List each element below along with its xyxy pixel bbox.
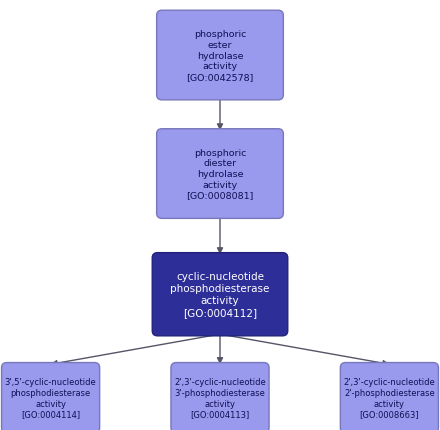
Text: 2',3'-cyclic-nucleotide
3'-phosphodiesterase
activity
[GO:0004113]: 2',3'-cyclic-nucleotide 3'-phosphodieste… [174,377,266,418]
Text: 3',5'-cyclic-nucleotide
phosphodiesterase
activity
[GO:0004114]: 3',5'-cyclic-nucleotide phosphodiesteras… [5,377,96,418]
FancyBboxPatch shape [152,253,288,336]
FancyBboxPatch shape [157,11,283,101]
FancyBboxPatch shape [2,363,99,430]
Text: phosphoric
diester
hydrolase
activity
[GO:0008081]: phosphoric diester hydrolase activity [G… [186,148,254,200]
FancyBboxPatch shape [171,363,269,430]
FancyBboxPatch shape [341,363,438,430]
Text: 2',3'-cyclic-nucleotide
2'-phosphodiesterase
activity
[GO:0008663]: 2',3'-cyclic-nucleotide 2'-phosphodieste… [344,377,435,418]
Text: phosphoric
ester
hydrolase
activity
[GO:0042578]: phosphoric ester hydrolase activity [GO:… [186,30,254,82]
Text: cyclic-nucleotide
phosphodiesterase
activity
[GO:0004112]: cyclic-nucleotide phosphodiesterase acti… [170,272,270,317]
FancyBboxPatch shape [157,129,283,219]
